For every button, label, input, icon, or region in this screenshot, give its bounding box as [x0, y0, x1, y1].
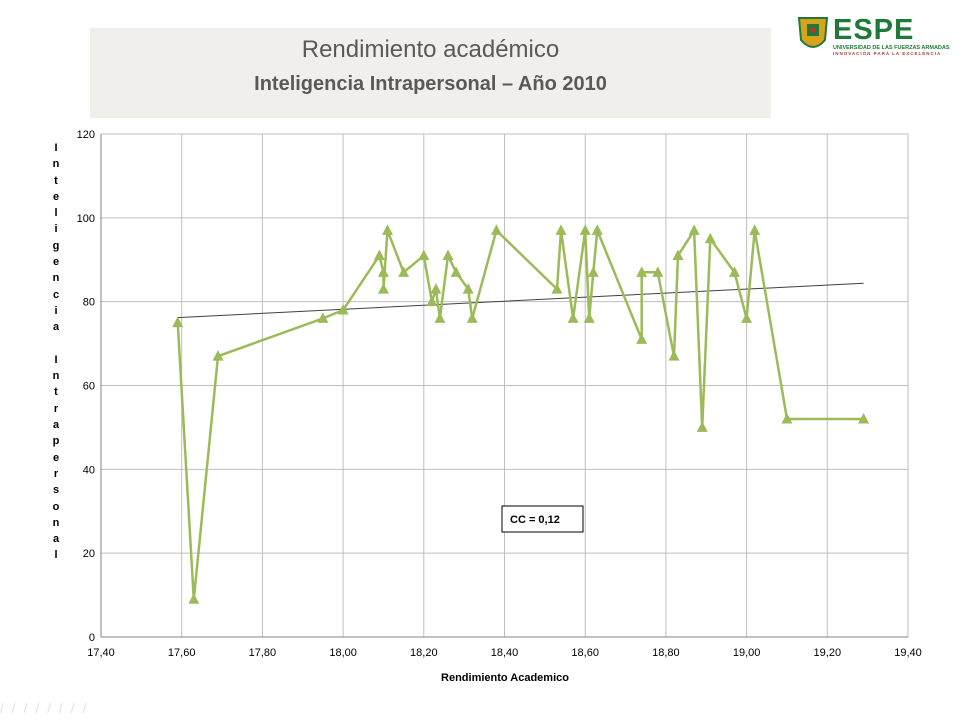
- page-subtitle: Inteligencia Intrapersonal – Año 2010: [254, 73, 607, 95]
- y-axis-label-char: l: [54, 207, 58, 220]
- y-axis-label-char: i: [54, 304, 58, 317]
- y-axis-label-char: n: [52, 516, 60, 529]
- chart-frame: [36, 120, 943, 687]
- y-axis-label-char: a: [52, 321, 60, 334]
- title-box: Rendimiento académico Inteligencia Intra…: [90, 28, 771, 118]
- logo-tagline-1: UNIVERSIDAD DE LAS FUERZAS ARMADAS: [833, 45, 950, 51]
- y-axis-label-char: s: [52, 484, 60, 497]
- y-axis-label-char: g: [52, 239, 60, 252]
- page-title: Rendimiento académico: [301, 36, 560, 63]
- logo-text: ESPE: [833, 14, 915, 46]
- y-axis-label-char: I: [54, 142, 58, 154]
- y-axis-label-char: c: [52, 288, 60, 301]
- y-axis-label-char: a: [52, 533, 60, 546]
- y-axis-label-char: [50, 336, 62, 352]
- y-axis-label-char: o: [52, 500, 60, 513]
- y-axis-label-char: t: [54, 174, 58, 187]
- y-axis-label-char: p: [52, 435, 60, 448]
- y-axis-label-char: i: [54, 223, 58, 236]
- y-axis-label-char: I: [54, 353, 58, 366]
- y-axis-label-char: n: [52, 272, 60, 285]
- y-axis-label-char: e: [52, 256, 60, 269]
- y-axis-label-char: e: [52, 451, 60, 464]
- y-axis-label-char: t: [54, 386, 58, 399]
- espe-logo: ESPE UNIVERSIDAD DE LAS FUERZAS ARMADAS …: [795, 14, 950, 56]
- y-axis-label-char: n: [52, 158, 60, 171]
- y-axis-label-char: n: [52, 370, 60, 383]
- y-axis-label-char: l: [54, 549, 58, 562]
- y-axis-label-char: e: [52, 190, 60, 203]
- y-axis-label-char: a: [52, 419, 60, 432]
- logo-tagline-2: INNOVACIÓN PARA LA EXCELENCIA: [833, 51, 942, 56]
- crest-icon: [797, 17, 829, 48]
- decorative-stripes: / / / / / / / /: [0, 700, 89, 716]
- y-axis-label-char: r: [53, 467, 59, 480]
- y-axis-label-char: r: [53, 402, 59, 415]
